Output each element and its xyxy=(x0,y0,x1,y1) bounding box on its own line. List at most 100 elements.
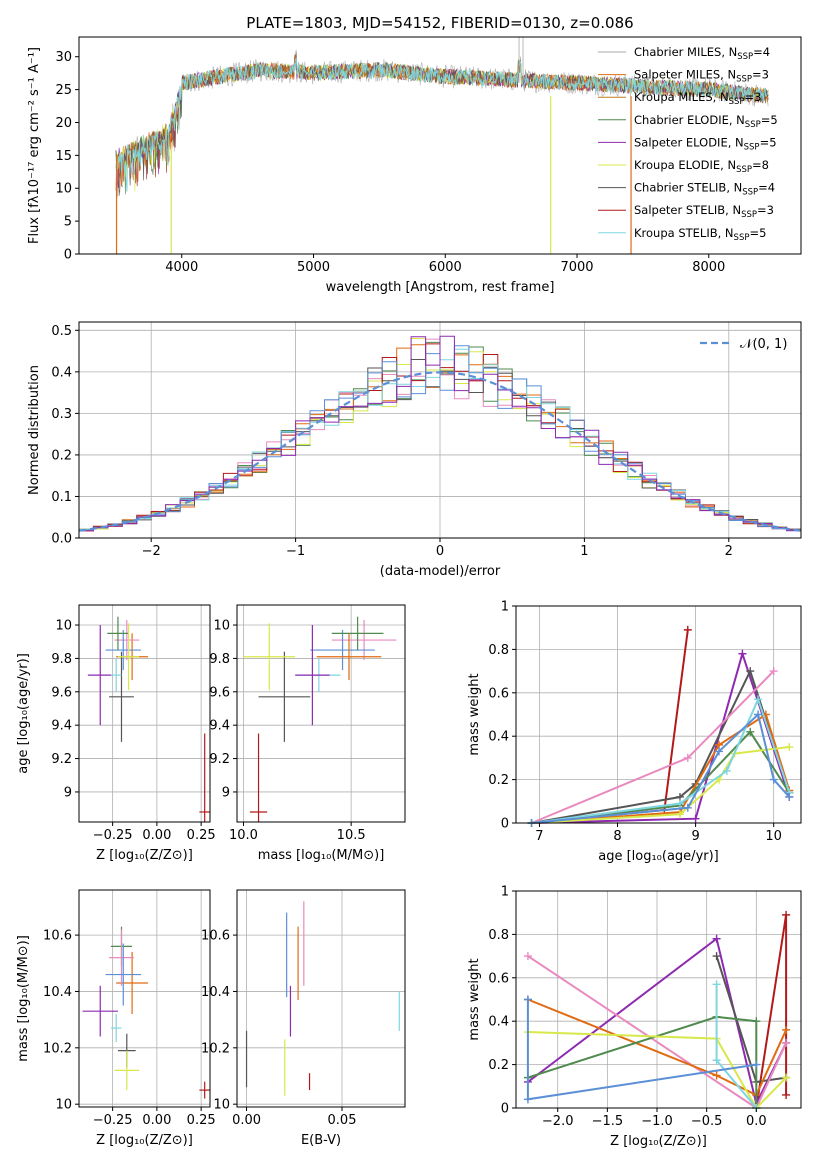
weight-line-kroupa_elodie xyxy=(531,746,790,824)
axis-label-y: mass weight xyxy=(467,673,482,755)
axes-age_vs_Z: −0.25 0.00 0.25 9 9.2 9.4 9.6 9.8 10 Z [log₁₀(Z/Z… xyxy=(16,604,216,863)
tick-label-y: 20 xyxy=(55,116,72,131)
tick-label-y: 9.2 xyxy=(51,752,72,767)
axis-label-x: Z [log₁₀(Z/Z⊙)] xyxy=(96,848,193,863)
tick-label-y: 0.2 xyxy=(51,448,72,463)
axes-frame xyxy=(515,605,802,824)
weight-marker xyxy=(754,710,763,719)
legend-label: Chabrier MILES, NSSP=4 xyxy=(634,45,770,62)
weight-marker xyxy=(523,1095,532,1104)
spectrum-line-kroupa_stelib xyxy=(115,57,769,192)
weight-marker xyxy=(712,980,721,989)
axis-label-x: mass [log₁₀(M/M⊙)] xyxy=(258,848,385,863)
weight-marker xyxy=(675,810,684,819)
tick-label-x: 9 xyxy=(691,829,699,844)
tick-label-y: 10.2 xyxy=(201,1041,230,1056)
weight-marker xyxy=(722,766,731,775)
axes-mass_vs_ebv: 0.00 0.05 10 10.2 10.4 10.6 E(B-V) xyxy=(201,889,406,1148)
tick-label-y: 10 xyxy=(213,619,230,634)
tick-label-x: −0.25 xyxy=(93,1113,133,1128)
legend-label: Kroupa STELIB, NSSP=5 xyxy=(634,226,766,243)
tick-label-y: 9 xyxy=(222,785,230,800)
weight-marker xyxy=(712,1071,721,1080)
weight-marker xyxy=(523,995,532,1004)
weight-marker xyxy=(785,792,794,801)
tick-label-y: 9.6 xyxy=(209,685,230,700)
tick-label-y: 5 xyxy=(64,215,72,230)
tick-label-x: 10.0 xyxy=(229,828,258,843)
tick-label-y: 9.6 xyxy=(51,685,72,700)
tick-label-y: 0.0 xyxy=(51,532,72,547)
weight-marker xyxy=(675,799,684,808)
weight-marker xyxy=(782,1090,791,1099)
tick-label-x: −0.5 xyxy=(691,1114,723,1129)
legend-label: Kroupa ELODIE, NSSP=8 xyxy=(634,158,769,175)
legend: Chabrier MILES, NSSP=4 Salpeter MILES, NS… xyxy=(598,45,778,243)
weight-marker xyxy=(782,1073,791,1082)
tick-label-y: 9.8 xyxy=(51,652,72,667)
axes-spectrum: 4000 5000 6000 7000 8000 0 5 10 15 20 25 30 waveleng… xyxy=(27,36,802,295)
axes-frame xyxy=(78,889,211,1108)
axis-label-y: Normed distribution xyxy=(27,365,42,495)
axes-age_vs_mass: 10.0 10.5 9 9.2 9.4 9.6 9.8 10 mass [log₁₀(M/M⊙)… xyxy=(209,604,406,863)
axes-frame xyxy=(515,890,802,1109)
weight-line-kroupa_stelib xyxy=(715,984,758,1109)
axes-frame xyxy=(78,604,211,823)
tick-label-x: 0.0 xyxy=(746,1114,767,1129)
weight-marker xyxy=(712,934,721,943)
legend-label: Chabrier STELIB, NSSP=4 xyxy=(634,181,775,198)
tick-label-x: 8 xyxy=(613,829,621,844)
tick-label-y: 0.4 xyxy=(488,1015,509,1030)
tick-label-y: 0.2 xyxy=(488,773,509,788)
axes-weight_vs_age: 7 8 9 10 0 0.2 0.4 0.6 0.8 1 age [log₁₀(age/yr)] ma… xyxy=(467,600,802,864)
tick-label-y: 30 xyxy=(55,50,72,65)
tick-label-y: 0.4 xyxy=(488,730,509,745)
weight-line-kroupa_stelib xyxy=(531,696,791,824)
weight-marker xyxy=(715,747,724,756)
tick-label-x: 5000 xyxy=(297,260,330,275)
tick-label-x: 4000 xyxy=(165,260,198,275)
tick-label-x: 1 xyxy=(580,544,588,559)
axis-label-x: wavelength [Angstrom, rest frame] xyxy=(326,280,555,295)
normal-curve xyxy=(79,371,801,532)
tick-label-y: 1 xyxy=(501,885,509,900)
axis-label-x: E(B-V) xyxy=(301,1133,341,1148)
tick-label-x: 0.25 xyxy=(187,1113,216,1128)
tick-label-y: 0 xyxy=(64,248,72,263)
weight-line-salpeter_stelib xyxy=(531,629,689,824)
tick-label-y: 10 xyxy=(55,1098,72,1113)
figure-title: PLATE=1803, MJD=54152, FIBERID=0130, z=0… xyxy=(246,14,633,32)
weight-marker xyxy=(785,743,794,752)
tick-label-x: −1.0 xyxy=(641,1114,673,1129)
axes-mass_vs_Z: −0.25 0.00 0.25 10 10.2 10.4 10.6 Z [log₁₀(Z/Z⊙… xyxy=(16,889,216,1148)
axis-label-x: (data-model)/error xyxy=(380,564,501,579)
plot-area-mass_vs_ebv xyxy=(245,901,400,1096)
axes-frame xyxy=(236,604,406,823)
weight-marker xyxy=(782,910,791,919)
tick-label-x: 0 xyxy=(436,544,444,559)
tick-label-y: 0.6 xyxy=(488,686,509,701)
tick-label-y: 0.8 xyxy=(488,643,509,658)
tick-label-y: 10.6 xyxy=(43,929,72,944)
tick-label-x: −0.25 xyxy=(93,828,133,843)
tick-label-y: 0 xyxy=(501,817,509,832)
tick-label-y: 1 xyxy=(501,600,509,615)
axis-label-y: mass [log₁₀(M/M⊙)] xyxy=(16,935,31,1062)
axes-residuals: −2 −1 0 1 2 0.0 0.1 0.2 0.3 0.4 0.5 (data-model)/er… xyxy=(27,321,802,579)
tick-label-y: 10.4 xyxy=(201,985,230,1000)
weight-marker xyxy=(523,952,532,961)
plot-area-mass_vs_Z xyxy=(82,926,210,1099)
tick-label-x: −1 xyxy=(286,544,305,559)
tick-label-x: 8000 xyxy=(692,260,725,275)
axis-label-y: age [log₁₀(age/yr)] xyxy=(16,653,31,774)
tick-label-y: 0.4 xyxy=(51,365,72,380)
axes-weight_vs_Z: −2.0 −1.5 −1.0 −0.5 0.0 0 0.2 0.4 0.6 0.8 1 Z [log₁… xyxy=(467,885,802,1149)
legend-label: 𝒩(0, 1) xyxy=(740,337,787,352)
tick-label-y: 10.2 xyxy=(43,1041,72,1056)
tick-label-x: 7000 xyxy=(560,260,593,275)
tick-label-x: 10 xyxy=(765,829,782,844)
tick-label-y: 0.6 xyxy=(488,971,509,986)
tick-label-x: 7 xyxy=(535,829,543,844)
tick-label-x: 6000 xyxy=(429,260,462,275)
weight-marker xyxy=(746,667,755,676)
